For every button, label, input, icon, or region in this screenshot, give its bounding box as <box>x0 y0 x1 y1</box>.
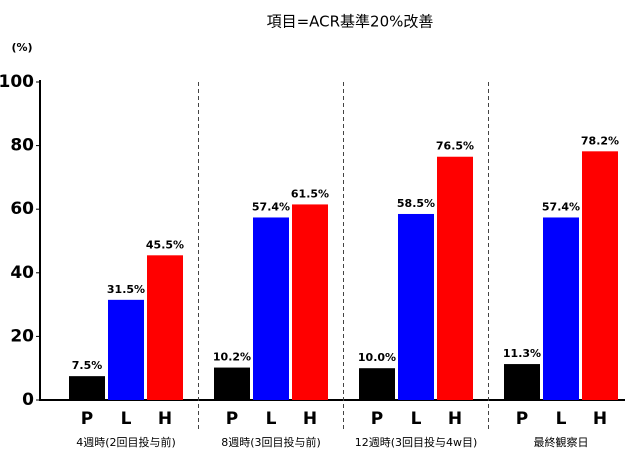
y-unit: (%) <box>11 41 32 54</box>
y-tick-label: 0 <box>22 390 34 410</box>
chart-title: 項目=ACR基準20%改善 <box>267 13 434 31</box>
series-label: H <box>448 409 462 429</box>
value-label: 45.5% <box>146 238 184 251</box>
bar <box>582 151 618 400</box>
value-label: 10.0% <box>358 351 396 364</box>
x-category-label: 8週時(3回目投与前) <box>221 435 321 449</box>
series-label: L <box>411 409 422 429</box>
series-label: P <box>81 409 93 429</box>
bar <box>359 368 395 400</box>
y-tick-label: 100 <box>0 72 34 92</box>
value-label: 31.5% <box>107 283 145 296</box>
series-label: H <box>593 409 607 429</box>
x-category-label: 12週時(3回目投与4w目) <box>355 435 478 449</box>
bar <box>543 217 579 400</box>
series-label: H <box>303 409 317 429</box>
value-label: 11.3% <box>503 347 541 360</box>
value-label: 57.4% <box>542 200 580 213</box>
value-label: 61.5% <box>291 187 329 200</box>
series-label: L <box>266 409 277 429</box>
value-label: 58.5% <box>397 197 435 210</box>
x-category-label: 最終観察日 <box>534 435 589 449</box>
value-label: 10.2% <box>213 351 251 364</box>
bar <box>437 156 473 400</box>
value-label: 7.5% <box>72 359 103 372</box>
bar <box>108 299 144 400</box>
value-label: 78.2% <box>581 134 619 147</box>
y-tick-label: 60 <box>10 199 34 219</box>
series-label: P <box>226 409 238 429</box>
y-tick-label: 40 <box>10 263 34 283</box>
bar <box>147 255 183 400</box>
series-label: H <box>158 409 172 429</box>
value-label: 57.4% <box>252 200 290 213</box>
value-label: 76.5% <box>436 140 474 153</box>
x-category-label: 4週時(2回目投与前) <box>76 435 176 449</box>
bar <box>253 217 289 400</box>
series-label: L <box>121 409 132 429</box>
series-label: P <box>371 409 383 429</box>
y-tick-label: 20 <box>10 326 34 346</box>
bar <box>398 213 434 400</box>
bar <box>214 367 250 400</box>
bar <box>292 204 328 400</box>
series-label: L <box>556 409 567 429</box>
y-tick-label: 80 <box>10 136 34 156</box>
series-label: P <box>516 409 528 429</box>
bar <box>504 364 540 400</box>
bar <box>69 376 105 400</box>
